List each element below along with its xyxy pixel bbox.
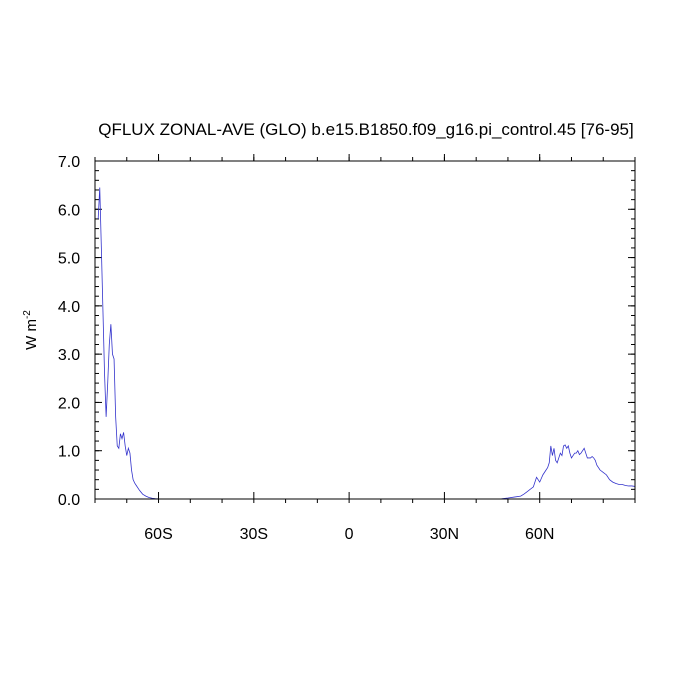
plot-frame: [94, 160, 636, 500]
x-tick-label: 0: [345, 526, 354, 543]
series-line: [97, 187, 636, 500]
y-tick-label: 6.0: [58, 202, 80, 219]
x-tick-label: 30S: [240, 526, 268, 543]
y-axis-label: W m-2: [22, 310, 40, 350]
tick-labels-layer: 0.0 1.0 2.0 3.0 4.0 5.0 6.0 7.0 60S 30S 0 30N 60N: [58, 154, 555, 543]
chart-title: QFLUX ZONAL-AVE (GLO) b.e15.B1850.f09_g1…: [98, 120, 633, 139]
x-tick-label: 30N: [430, 526, 459, 543]
y-tick-label: 7.0: [58, 154, 80, 171]
series-layer: [97, 187, 636, 500]
x-tick-label: 60N: [525, 526, 554, 543]
y-axis-label-main: W m: [23, 319, 40, 350]
y-tick-label: 5.0: [58, 251, 80, 268]
x-tick-label: 60S: [144, 526, 172, 543]
y-axis-label-superscript: -2: [22, 310, 33, 319]
y-tick-label: 1.0: [58, 444, 80, 461]
y-axis-label-text: W m-2: [22, 310, 40, 350]
y-tick-label: 0.0: [58, 492, 80, 509]
y-tick-label: 3.0: [58, 347, 80, 364]
y-tick-label: 2.0: [58, 395, 80, 412]
y-tick-label: 4.0: [58, 299, 80, 316]
